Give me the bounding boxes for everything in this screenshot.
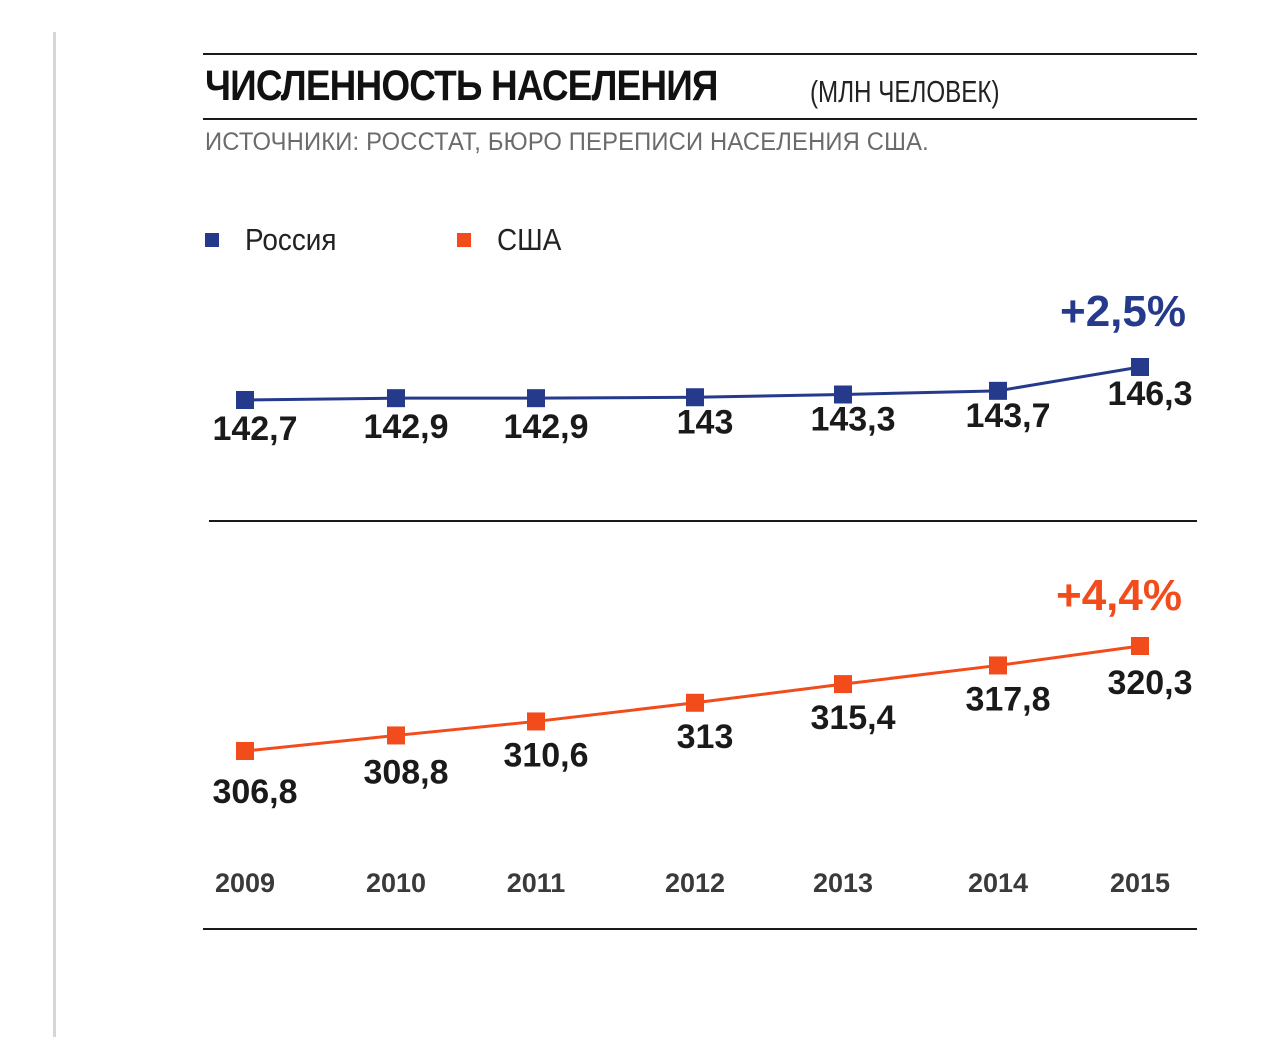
point-russia-2012 — [686, 388, 704, 407]
data-label-usa-2012: 313 — [677, 718, 734, 756]
data-label-russia-2013: 143,3 — [810, 401, 895, 439]
legend-item-usa: США — [457, 222, 568, 258]
data-label-usa-2015: 320,3 — [1107, 664, 1192, 702]
panel-divider — [209, 520, 1197, 522]
data-label-russia-2009: 142,7 — [212, 410, 297, 448]
legend-item-russia: Россия — [205, 222, 347, 258]
point-usa-2010 — [387, 726, 405, 745]
x-tick-label-2015: 2015 — [1110, 868, 1170, 898]
data-label-usa-2009: 306,8 — [212, 773, 297, 811]
data-label-usa-2013: 315,4 — [810, 699, 895, 737]
point-russia-2009 — [236, 391, 254, 409]
chart-title-unit: (МЛН ЧЕЛОВЕК) — [810, 74, 1000, 109]
point-russia-2015 — [1131, 358, 1149, 376]
point-russia-2014 — [989, 381, 1007, 400]
point-usa-2012 — [686, 693, 704, 712]
chart-title: ЧИСЛЕННОСТЬ НАСЕЛЕНИЯ — [205, 62, 719, 110]
data-label-russia-2010: 142,9 — [363, 408, 448, 446]
legend-label-usa: США — [497, 222, 562, 257]
data-label-russia-2011: 142,9 — [503, 408, 588, 446]
left-margin-rule — [53, 32, 56, 1037]
x-tick-label-2013: 2013 — [813, 868, 873, 898]
bottom-rule — [203, 928, 1197, 930]
chart-source: ИСТОЧНИКИ: РОССТАТ, БЮРО ПЕРЕПИСИ НАСЕЛЕ… — [205, 128, 929, 156]
x-tick-label-2009: 2009 — [215, 868, 275, 898]
data-label-usa-2014: 317,8 — [965, 680, 1050, 718]
point-russia-2013 — [834, 385, 852, 404]
title-row: ЧИСЛЕННОСТЬ НАСЕЛЕНИЯ (МЛН ЧЕЛОВЕК) — [205, 62, 1000, 111]
legend-swatch-usa — [457, 233, 471, 247]
x-tick-label-2014: 2014 — [968, 868, 1028, 898]
data-label-usa-2011: 310,6 — [503, 736, 588, 774]
growth-annotation-russia: +2,5% — [1060, 287, 1186, 336]
x-tick-label-2011: 2011 — [507, 868, 566, 898]
data-label-usa-2010: 308,8 — [363, 753, 448, 791]
point-usa-2013 — [834, 675, 852, 694]
top-rule — [203, 53, 1197, 55]
point-usa-2009 — [236, 742, 254, 760]
point-usa-2011 — [527, 712, 545, 731]
x-tick-label-2010: 2010 — [366, 868, 426, 898]
growth-annotation-usa: +4,4% — [1056, 571, 1182, 620]
legend-swatch-russia — [205, 233, 219, 247]
data-label-russia-2015: 146,3 — [1107, 375, 1192, 413]
point-russia-2011 — [527, 389, 545, 408]
point-usa-2014 — [989, 656, 1007, 675]
legend-label-russia: Россия — [245, 222, 337, 257]
x-tick-label-2012: 2012 — [665, 868, 725, 898]
data-label-russia-2014: 143,7 — [965, 397, 1050, 435]
point-usa-2015 — [1131, 637, 1149, 655]
title-underline — [203, 118, 1197, 120]
point-russia-2010 — [387, 389, 405, 408]
data-label-russia-2012: 143 — [677, 403, 734, 441]
